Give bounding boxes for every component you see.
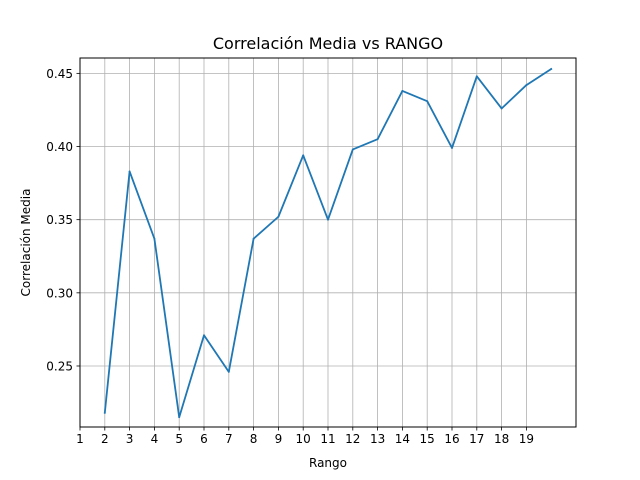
x-tick-label: 2 [101,432,109,446]
chart-title: Correlación Media vs RANGO [213,34,443,53]
data-point [525,84,528,86]
x-tick-label: 18 [494,432,509,446]
x-tick-label: 5 [175,432,183,446]
y-tick-label: 0.30 [46,286,73,300]
x-tick-label: 1 [76,432,84,446]
data-point [327,218,329,221]
x-tick-label: 4 [151,432,159,446]
data-point [550,68,553,70]
y-axis: 0.25 0.30 0.35 0.40 0.45 [46,67,80,373]
x-tick-label: 15 [420,432,435,446]
data-point [178,416,181,419]
x-tick-label: 12 [345,432,360,446]
x-tick-label: 14 [395,432,410,446]
data-point [203,334,205,337]
x-tick-label: 8 [250,432,258,446]
data-point [302,154,305,157]
series-layer [103,67,553,419]
x-tick-label: 13 [370,432,385,446]
data-point [153,237,156,240]
y-axis-label: Correlación Media [19,189,33,297]
data-point [103,411,106,414]
data-point [426,100,429,103]
x-axis: 1 2 3 4 5 6 7 8 9 10 11 12 13 14 15 16 17 18 19 [76,427,534,446]
data-point [451,147,453,149]
data-point [227,370,230,373]
x-tick-label: 10 [296,432,311,446]
x-tick-label: 7 [225,432,233,446]
data-point [376,138,379,141]
y-tick-label: 0.40 [46,140,73,154]
x-tick-label: 9 [275,432,283,446]
data-point [351,148,354,151]
x-tick-label: 6 [200,432,208,446]
x-tick-label: 3 [126,432,134,446]
x-tick-label: 16 [444,432,459,446]
y-tick-label: 0.25 [46,359,73,373]
grid [79,58,576,427]
x-axis-label: Rango [309,456,347,470]
data-point [277,215,280,218]
data-point [475,75,478,78]
x-tick-label: 19 [519,432,534,446]
x-tick-label: 11 [320,432,335,446]
x-tick-label: 17 [469,432,484,446]
data-point [401,90,404,92]
y-tick-label: 0.45 [46,67,73,81]
data-point [252,237,255,240]
data-point [128,170,131,173]
y-tick-label: 0.35 [46,213,73,227]
data-point [500,107,503,110]
